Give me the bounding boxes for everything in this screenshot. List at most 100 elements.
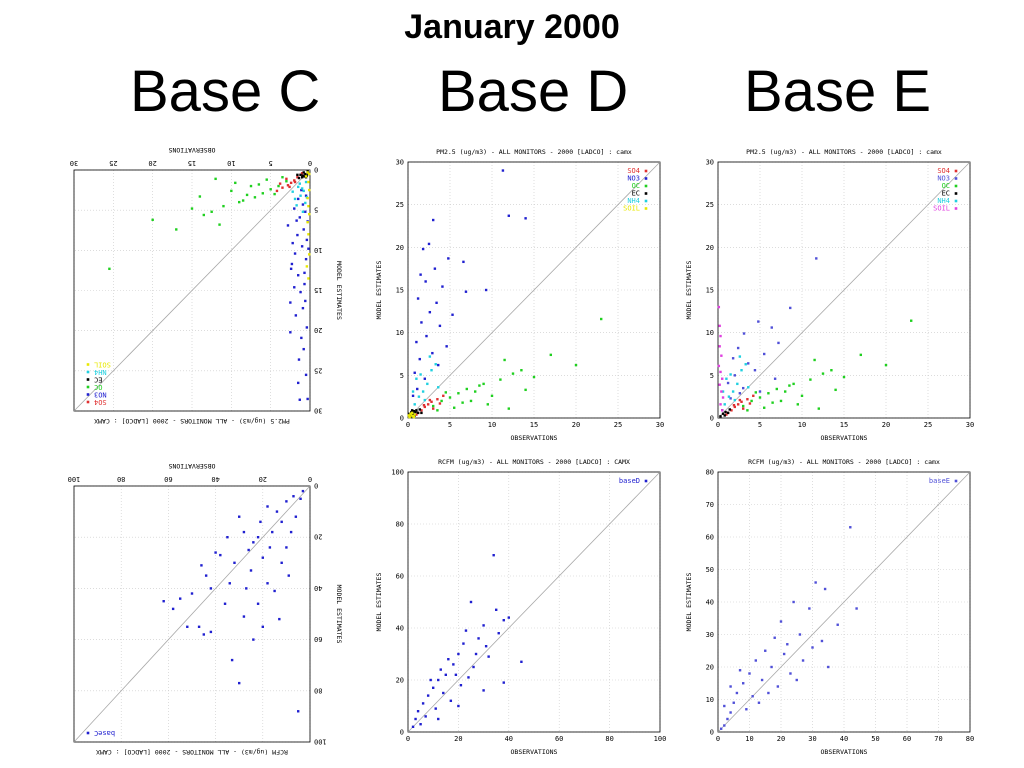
data-point — [307, 180, 310, 184]
chart-svg: PM2.5 (ug/m3) - ALL MONITORS - 2000 [LAD… — [70, 146, 343, 425]
data-point — [796, 403, 799, 406]
data-point — [817, 407, 820, 410]
data-point — [422, 404, 426, 407]
x-tick-label: 60 — [903, 735, 911, 743]
plot-frame — [73, 169, 311, 412]
x-tick-label: 0 — [406, 421, 410, 429]
data-point — [300, 187, 304, 190]
y-tick-label: 20 — [706, 664, 714, 672]
x-tick-label: 0 — [308, 159, 312, 167]
plot-frame — [717, 471, 971, 733]
data-point — [198, 195, 202, 198]
data-point — [275, 189, 279, 193]
data-point — [738, 392, 742, 395]
data-point — [278, 182, 282, 185]
data-point — [849, 526, 852, 529]
data-point — [600, 317, 603, 321]
data-point — [502, 619, 505, 622]
data-point — [746, 409, 749, 412]
data-point — [277, 184, 280, 188]
chart-svg: RCFM (ug/m3) - ALL MONITORS - 2000 [LADC… — [68, 462, 343, 756]
y-tick-label: 100 — [314, 738, 327, 746]
data-point — [725, 413, 728, 416]
data-point — [717, 305, 721, 309]
data-point — [241, 199, 245, 202]
column-heading-base-e: Base E — [744, 59, 931, 124]
y-axis-label: MODEL ESTIMATES — [375, 573, 383, 632]
data-point — [792, 382, 795, 386]
data-point — [223, 602, 227, 605]
y-tick-label: 60 — [396, 573, 404, 581]
legend-label: NO3 — [94, 391, 107, 399]
y-tick-label: 20 — [706, 244, 714, 252]
chart-body: PM2.5 (ug/m3) - ALL MONITORS - 2000 [LAD… — [685, 148, 974, 442]
x-tick-label: 0 — [308, 475, 312, 483]
data-point — [202, 633, 205, 636]
data-point — [303, 175, 306, 178]
data-point — [301, 306, 305, 310]
legend-label: OC — [942, 182, 950, 190]
data-point — [171, 607, 175, 611]
x-tick-label: 30 — [70, 159, 78, 167]
data-point — [757, 320, 760, 323]
data-point — [495, 608, 498, 611]
data-point — [444, 391, 447, 394]
data-point — [301, 210, 305, 213]
x-tick-label: 20 — [572, 421, 580, 429]
data-point — [295, 204, 298, 207]
data-point — [151, 218, 154, 222]
data-point — [411, 411, 414, 415]
data-point — [249, 184, 253, 188]
data-point — [293, 180, 297, 184]
chart-body: RCFM (ug/m3) - ALL MONITORS - 2000 [LADC… — [68, 462, 343, 756]
x-tick-label: 20 — [777, 735, 785, 743]
data-point — [469, 600, 473, 604]
data-point — [742, 682, 745, 685]
data-point — [729, 373, 732, 376]
data-point — [228, 582, 231, 585]
data-point — [723, 403, 726, 406]
x-tick-label: 30 — [656, 421, 664, 429]
y-tick-label: 40 — [706, 599, 714, 607]
data-point — [304, 194, 308, 197]
data-point — [202, 213, 205, 217]
legend-marker — [86, 731, 90, 735]
data-point — [298, 398, 301, 401]
data-point — [441, 285, 444, 288]
data-point — [718, 345, 721, 348]
chart-svg: PM2.5 (ug/m3) - ALL MONITORS - 2000 [LAD… — [685, 148, 974, 442]
data-point — [420, 321, 423, 324]
data-point — [792, 600, 795, 604]
data-point — [285, 546, 288, 549]
data-point — [162, 600, 165, 603]
data-point — [723, 704, 726, 708]
x-axis-label: OBSERVATIONS — [821, 748, 868, 756]
data-point — [440, 399, 443, 403]
data-point — [299, 290, 302, 294]
data-point — [752, 394, 755, 398]
data-point — [428, 355, 432, 358]
data-point — [293, 197, 297, 201]
data-point — [304, 299, 307, 303]
y-axis-label: MODEL ESTIMATES — [685, 573, 693, 632]
legend-label: SO4 — [94, 398, 107, 406]
legend-label: baseC — [94, 729, 115, 737]
data-point — [416, 297, 420, 300]
data-point — [740, 369, 743, 372]
data-point — [732, 701, 735, 704]
data-point — [721, 377, 724, 380]
data-point — [293, 207, 296, 210]
legend-label: OC — [632, 182, 640, 190]
data-point — [290, 262, 294, 266]
data-point — [758, 390, 762, 393]
x-tick-label: 80 — [117, 475, 125, 483]
data-point — [256, 602, 260, 605]
data-point — [732, 404, 736, 407]
y-tick-label: 0 — [400, 415, 404, 423]
data-point — [238, 200, 241, 204]
data-point — [502, 681, 505, 684]
data-point — [721, 412, 725, 415]
data-point — [431, 351, 434, 355]
data-point — [226, 536, 229, 539]
data-point — [253, 196, 257, 199]
